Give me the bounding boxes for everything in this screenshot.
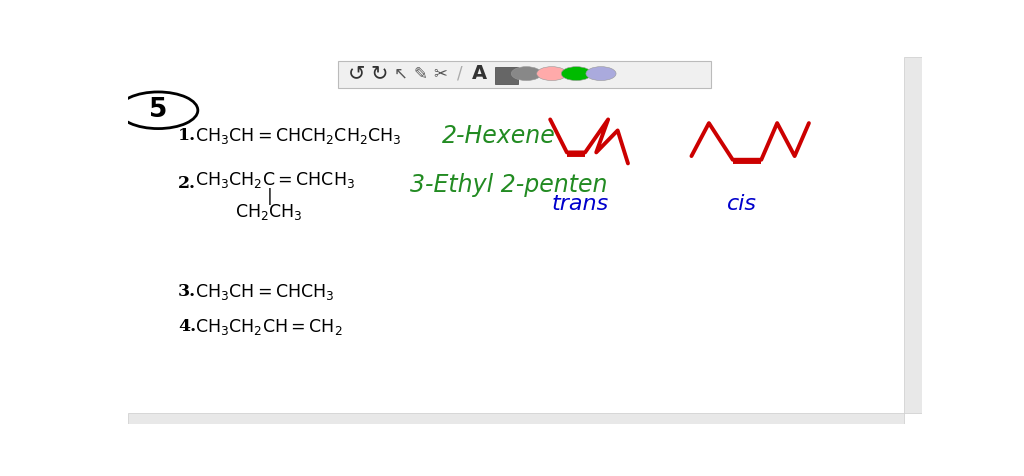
Bar xyxy=(904,57,922,413)
Text: ↻: ↻ xyxy=(370,64,387,84)
Bar xyxy=(128,413,904,424)
Text: 5: 5 xyxy=(148,97,167,123)
Text: $\mathregular{CH_3CH{=}CHCH_2CH_2CH_3}$: $\mathregular{CH_3CH{=}CHCH_2CH_2CH_3}$ xyxy=(196,126,402,146)
Text: ✂: ✂ xyxy=(434,65,447,83)
Text: $\mathregular{CH_3CH_2C{=}CHCH_3}$: $\mathregular{CH_3CH_2C{=}CHCH_3}$ xyxy=(196,170,355,190)
Text: A: A xyxy=(472,64,487,83)
Circle shape xyxy=(561,67,592,80)
Text: 3-Ethyl 2-penten: 3-Ethyl 2-penten xyxy=(410,173,607,198)
Text: 2.: 2. xyxy=(178,175,196,192)
Text: trans: trans xyxy=(552,194,609,214)
Text: ✎: ✎ xyxy=(413,65,427,83)
Circle shape xyxy=(586,67,616,80)
Text: $\mathregular{CH_2CH_3}$: $\mathregular{CH_2CH_3}$ xyxy=(236,202,303,222)
Text: cis: cis xyxy=(727,194,757,214)
Text: $\mathregular{CH_3CH{=}CHCH_3}$: $\mathregular{CH_3CH{=}CHCH_3}$ xyxy=(196,282,335,302)
Text: ↖: ↖ xyxy=(394,65,408,83)
Text: 2-Hexene: 2-Hexene xyxy=(441,124,555,148)
Text: 3.: 3. xyxy=(178,283,197,300)
Bar xyxy=(338,61,712,88)
Text: 4.: 4. xyxy=(178,318,197,335)
Text: ↺: ↺ xyxy=(348,64,366,84)
Text: $\mathregular{CH_3CH_2CH{=}CH_2}$: $\mathregular{CH_3CH_2CH{=}CH_2}$ xyxy=(196,317,343,337)
Text: /: / xyxy=(457,65,463,83)
Text: 1.: 1. xyxy=(178,128,197,144)
Circle shape xyxy=(511,67,542,80)
Bar xyxy=(495,68,518,84)
Text: |: | xyxy=(266,188,272,205)
Circle shape xyxy=(537,67,567,80)
